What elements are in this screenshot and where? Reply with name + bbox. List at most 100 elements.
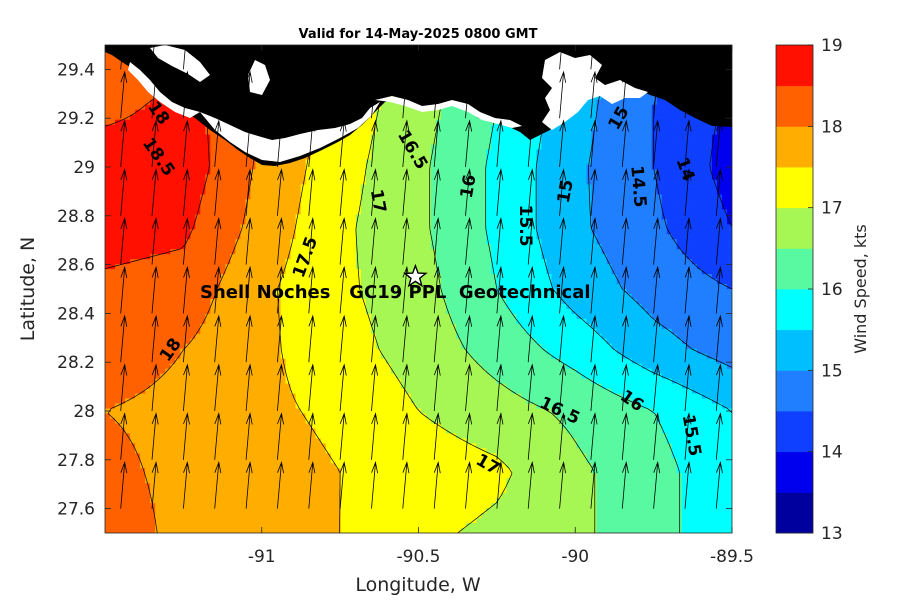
wind-cell — [225, 184, 231, 191]
wind-cell — [626, 209, 633, 215]
wind-cell — [541, 239, 548, 245]
wind-cell — [706, 234, 713, 240]
wind-cell — [671, 154, 678, 161]
wind-cell — [476, 129, 482, 136]
wind-cell — [461, 139, 467, 146]
wind-cell — [210, 194, 216, 200]
wind-cell — [451, 139, 457, 146]
wind-cell — [631, 169, 638, 176]
wind-cell — [145, 139, 151, 146]
wind-cell — [456, 179, 462, 186]
wind-cell — [170, 149, 176, 156]
wind-cell — [255, 239, 262, 245]
wind-cell — [566, 214, 573, 220]
wind-cell — [626, 99, 633, 106]
wind-cell — [270, 164, 277, 171]
wind-cell — [110, 194, 116, 200]
wind-cell — [215, 234, 221, 240]
wind-cell — [185, 139, 191, 146]
wind-cell — [476, 154, 482, 161]
wind-cell — [415, 179, 422, 186]
wind-cell — [696, 149, 703, 156]
wind-cell — [410, 159, 417, 166]
wind-cell — [471, 199, 477, 205]
wind-cell — [225, 224, 231, 230]
wind-cell — [651, 194, 658, 200]
wind-cell — [110, 119, 116, 126]
wind-cell — [390, 154, 397, 161]
wind-cell — [180, 164, 186, 171]
wind-cell — [120, 59, 126, 66]
wind-cell — [476, 139, 482, 146]
wind-cell — [140, 214, 146, 220]
wind-cell — [596, 129, 603, 136]
wind-cell — [601, 229, 608, 235]
wind-cell — [451, 159, 457, 166]
wind-cell — [726, 149, 732, 156]
wind-cell — [621, 214, 628, 220]
wind-cell — [300, 239, 307, 245]
wind-cell — [400, 134, 407, 141]
wind-cell — [696, 139, 703, 146]
wind-cell — [691, 204, 698, 210]
wind-cell — [320, 199, 327, 205]
wind-cell — [205, 189, 211, 195]
wind-cell — [431, 189, 437, 195]
wind-cell — [210, 239, 216, 245]
wind-cell — [681, 129, 688, 136]
wind-cell — [556, 219, 563, 225]
wind-cell — [456, 119, 462, 126]
wind-cell — [456, 134, 462, 141]
wind-cell — [235, 199, 242, 205]
wind-cell — [491, 154, 497, 161]
wind-cell — [110, 169, 116, 176]
wind-cell — [576, 129, 583, 136]
wind-cell — [215, 139, 221, 146]
wind-cell — [270, 224, 277, 230]
wind-cell — [626, 174, 633, 181]
wind-cell — [706, 239, 713, 245]
wind-cell — [531, 194, 537, 200]
wind-cell — [315, 219, 322, 225]
wind-cell — [225, 149, 231, 156]
wind-cell — [551, 224, 558, 230]
wind-cell — [676, 184, 683, 191]
wind-cell — [240, 239, 247, 245]
wind-cell — [135, 224, 141, 230]
wind-cell — [180, 149, 186, 156]
wind-cell — [651, 129, 658, 136]
wind-cell — [601, 124, 608, 131]
wind-cell — [666, 209, 673, 215]
wind-cell — [335, 214, 342, 220]
wind-cell — [506, 184, 512, 191]
wind-cell — [310, 174, 317, 181]
wind-cell — [170, 189, 176, 195]
wind-cell — [656, 204, 663, 210]
wind-cell — [165, 234, 171, 240]
wind-cell — [395, 114, 402, 121]
wind-cell — [691, 209, 698, 215]
wind-cell — [315, 184, 322, 191]
wind-cell — [170, 224, 176, 230]
wind-cell — [365, 239, 372, 245]
wind-cell — [596, 169, 603, 176]
wind-cell — [340, 204, 347, 210]
wind-cell — [315, 189, 322, 195]
wind-cell — [601, 144, 608, 151]
wind-cell — [340, 189, 347, 195]
wind-cell — [566, 159, 573, 166]
wind-cell — [210, 234, 216, 240]
wind-cell — [250, 169, 257, 176]
wind-cell — [636, 149, 643, 156]
wind-cell — [421, 109, 427, 116]
wind-cell — [451, 179, 457, 186]
wind-cell — [571, 124, 578, 131]
wind-cell — [110, 114, 116, 121]
wind-cell — [360, 164, 367, 171]
wind-cell — [325, 149, 332, 156]
wind-cell — [576, 239, 583, 245]
wind-cell — [671, 204, 678, 210]
wind-cell — [706, 204, 713, 210]
wind-cell — [716, 184, 723, 191]
wind-cell — [140, 134, 146, 141]
